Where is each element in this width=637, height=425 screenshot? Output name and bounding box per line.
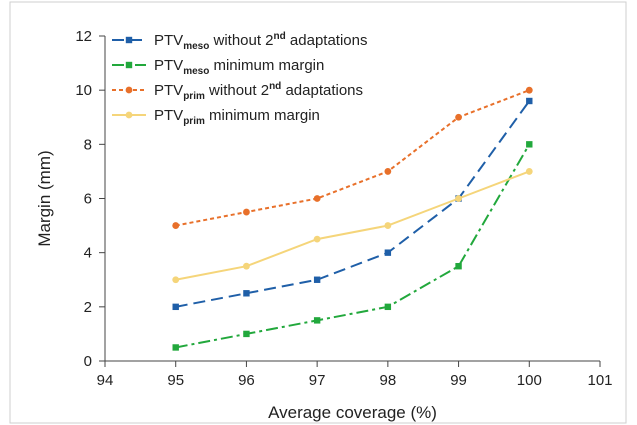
legend-entry-2: PTVmeso minimum margin bbox=[112, 57, 324, 77]
legend-label: PTVmeso minimum margin bbox=[154, 57, 324, 77]
data-point bbox=[384, 303, 392, 311]
legend-label-sub: meso bbox=[183, 66, 209, 77]
series-4 bbox=[172, 168, 533, 284]
legend-label: PTVmeso without 2nd adaptations bbox=[154, 31, 367, 52]
y-tick-label: 12 bbox=[75, 28, 92, 45]
data-point bbox=[384, 249, 392, 256]
series-2 bbox=[172, 141, 533, 351]
y-tick-label: 10 bbox=[75, 82, 92, 99]
legend-label-text: minimum margin bbox=[209, 57, 324, 74]
legend-swatch-marker bbox=[125, 61, 133, 69]
data-point bbox=[313, 317, 321, 324]
series-line bbox=[175, 170, 530, 281]
y-tick-label: 2 bbox=[84, 299, 92, 316]
data-point bbox=[525, 86, 533, 94]
legend-label-text: without 2 bbox=[209, 32, 273, 49]
data-point bbox=[313, 235, 321, 243]
x-tick-label: 96 bbox=[238, 372, 255, 389]
series-line bbox=[175, 89, 530, 227]
data-point bbox=[172, 303, 179, 311]
y-tick-label: 6 bbox=[84, 191, 92, 208]
series-3 bbox=[172, 86, 533, 229]
data-point bbox=[313, 276, 321, 283]
data-point bbox=[525, 168, 533, 175]
plot-lines bbox=[172, 86, 533, 351]
legend-entry-1: PTVmeso without 2nd adaptations bbox=[112, 31, 367, 52]
x-tick-label: 95 bbox=[167, 372, 184, 389]
data-point bbox=[172, 276, 180, 284]
legend-label-main: PTV bbox=[154, 57, 183, 74]
y-tick-label: 4 bbox=[84, 245, 92, 262]
x-axis-title: Average coverage (%) bbox=[268, 403, 437, 422]
series-line bbox=[175, 100, 531, 308]
data-point bbox=[455, 195, 462, 202]
legend-label-text: minimum margin bbox=[205, 107, 320, 124]
legend-label-sup: nd bbox=[274, 31, 286, 42]
y-axis-title: Margin (mm) bbox=[35, 150, 54, 246]
y-tick-label: 8 bbox=[84, 136, 92, 153]
axes: 94 95 96 97 98 99 100 101 0 2 4 6 8 10 12 bbox=[75, 28, 612, 389]
data-point bbox=[243, 262, 250, 270]
legend-label-main: PTV bbox=[154, 82, 183, 99]
data-point bbox=[526, 141, 533, 148]
legend-label-text: adaptations bbox=[286, 32, 368, 49]
legend-entry-3: PTVprim without 2nd adaptations bbox=[112, 81, 363, 102]
legend-label-sub: prim bbox=[183, 116, 205, 127]
data-point bbox=[384, 168, 392, 175]
legend-label-text: adaptations bbox=[281, 82, 363, 99]
legend-label-main: PTV bbox=[154, 32, 183, 49]
data-point bbox=[384, 222, 392, 229]
x-tick-label: 98 bbox=[380, 372, 397, 389]
chart-border bbox=[9, 1, 627, 424]
data-point bbox=[313, 195, 321, 202]
data-point bbox=[243, 290, 250, 297]
y-tick-label: 0 bbox=[84, 353, 92, 370]
legend-swatch-marker bbox=[125, 36, 133, 44]
x-tick-label: 94 bbox=[97, 372, 114, 389]
data-point bbox=[526, 97, 533, 105]
legend-label-sub: meso bbox=[183, 41, 209, 52]
data-point bbox=[243, 330, 250, 338]
legend-label-sup: nd bbox=[269, 81, 281, 92]
x-tick-label: 101 bbox=[587, 372, 612, 389]
data-point bbox=[455, 263, 462, 270]
legend-label-text: without 2 bbox=[205, 82, 269, 99]
legend-label: PTVprim minimum margin bbox=[154, 107, 320, 127]
legend-swatch-marker bbox=[125, 111, 133, 119]
legend-label-sub: prim bbox=[183, 91, 205, 102]
data-point bbox=[172, 344, 179, 351]
data-point bbox=[172, 222, 180, 229]
x-tick-label: 99 bbox=[450, 372, 467, 389]
data-point bbox=[243, 208, 250, 216]
data-point bbox=[455, 113, 462, 121]
x-tick-label: 100 bbox=[517, 372, 542, 389]
series-line bbox=[175, 143, 531, 349]
x-tick-label: 97 bbox=[309, 372, 326, 389]
legend-swatch-marker bbox=[125, 86, 133, 94]
legend-label: PTVprim without 2nd adaptations bbox=[154, 81, 363, 102]
legend-label-main: PTV bbox=[154, 107, 183, 124]
legend-entry-4: PTVprim minimum margin bbox=[112, 107, 320, 127]
